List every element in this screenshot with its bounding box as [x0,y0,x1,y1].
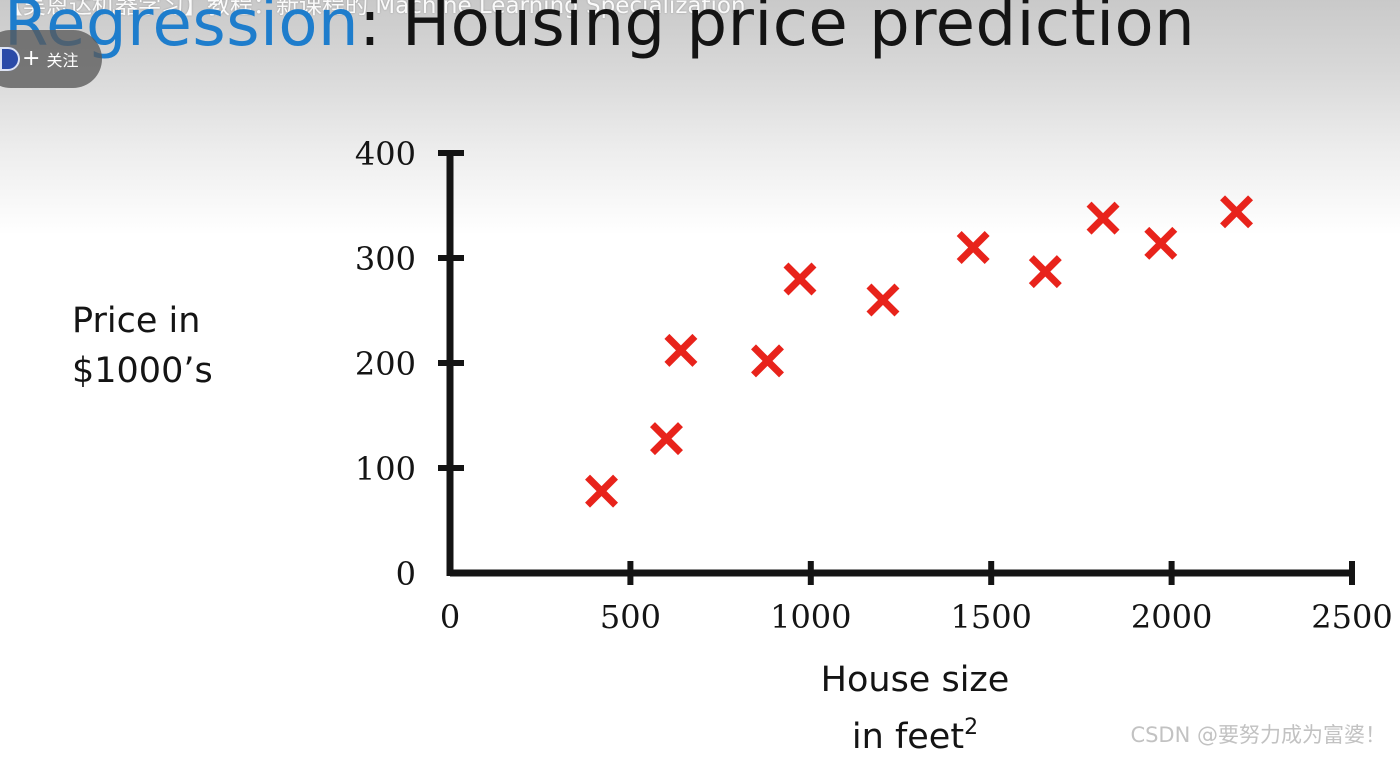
top-gradient [0,0,1400,240]
x-axis-label-line-1: House size [820,660,1010,700]
y-tick-label: 300 [355,240,416,278]
ticks: 0 500 1000 1500 2000 2500 0 100 200 300 400 [355,135,1393,636]
title-rest: : Housing price prediction [359,0,1196,61]
x-tick-label: 0 [440,598,460,636]
data-point [783,262,817,296]
data-point [650,422,683,456]
data-point [1086,201,1120,235]
y-axis-label-line-2: $1000’s [72,351,213,391]
y-axis-label: Price in $1000’s [72,296,213,396]
x-tick-label: 2000 [1131,598,1212,636]
y-tick-label: 200 [355,345,416,383]
data-point [956,231,990,264]
data-point [1144,226,1178,260]
data-point [1220,195,1254,229]
follow-label: 关注 [46,51,79,70]
x-tick-label: 2500 [1311,598,1392,636]
y-tick-label: 400 [355,135,416,173]
avatar[interactable] [0,47,20,71]
data-point [585,474,619,508]
video-title-overlay: 【吴恩达机器学习】教程：新课程的 Machine Learning Specia… [0,0,746,19]
x-axis-label-superscript: 2 [964,715,979,740]
follow-button[interactable]: + 关注 [22,44,78,74]
x-tick-label: 1000 [770,598,851,636]
data-point [1028,255,1062,289]
data-points [585,195,1254,508]
y-tick-label: 100 [355,450,416,488]
x-tick-label: 1500 [950,598,1031,636]
follow-pill: + 关注 [0,30,102,88]
axes [446,150,1354,577]
watermark: CSDN @要努力成为富婆！ [1130,723,1386,747]
y-axis-label-line-1: Price in [72,301,201,341]
plus-icon: + [22,46,41,71]
data-point [866,283,900,317]
x-axis-label: House size in feet2 [730,656,1100,761]
data-point [751,344,784,378]
x-axis-label-unit: in feet [851,717,965,757]
data-point [664,333,698,367]
x-tick-label: 500 [600,598,661,636]
x-axis-label-line-2: in feet2 [730,704,1100,761]
y-tick-label: 0 [396,555,416,593]
